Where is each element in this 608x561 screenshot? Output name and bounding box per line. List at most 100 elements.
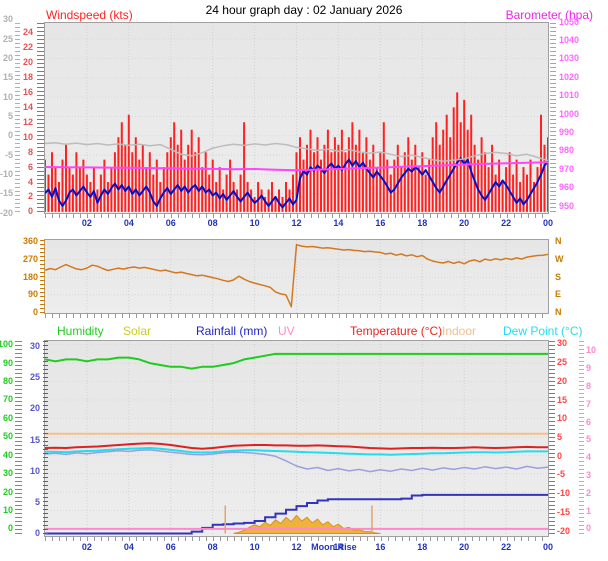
x-axis-label: 22 [501, 218, 512, 228]
hum-axis-label: 40 [2, 449, 13, 460]
baro-axis-label: 960 [559, 182, 575, 193]
gray-axis-label: 5 [7, 110, 13, 121]
x-axis-label: 06 [165, 218, 176, 228]
wind-axis-label: 0 [27, 206, 33, 217]
rain-axis-label: 30 [29, 341, 40, 352]
temp-tick-strip [549, 341, 555, 536]
rain-axis-label: 5 [34, 496, 40, 507]
x-axis-label: 20 [459, 218, 470, 228]
gray-axis-label: 0 [7, 130, 13, 141]
x-axis-label: 18 [417, 218, 428, 228]
windspeed-axis-title: Windspeed (kts) [46, 8, 133, 22]
barometer-axis-title: Barometer (hpa) [505, 8, 593, 22]
x-axis-label: 04 [123, 218, 134, 228]
rainfall [45, 493, 548, 535]
compass-axis-label: N [555, 236, 562, 247]
compass-axis-label: S [555, 271, 562, 282]
legend-item-temperature-c: Temperature (°C) [350, 324, 443, 338]
dew-point [45, 447, 548, 456]
uv-axis-label: 1 [586, 505, 592, 516]
temp-axis-label: 5 [557, 432, 563, 443]
wind-axis-label: 10 [22, 131, 33, 142]
wind-axis-label: 8 [27, 146, 33, 157]
rain-tick-strip [43, 341, 48, 536]
temperature [45, 442, 548, 450]
legend-item-humidity: Humidity [57, 324, 104, 338]
legend-item-indoor: Indoor [442, 324, 477, 338]
baro-axis-label: 1020 [559, 71, 580, 82]
windspeed-barometer-plot [44, 22, 549, 214]
hum-axis-label: 20 [2, 486, 13, 497]
hum-axis-label: 70 [2, 394, 13, 405]
rain-axis-label: 10 [29, 465, 40, 476]
solar [233, 514, 381, 534]
gray-axis-label: -15 [0, 188, 13, 199]
x-axis-label: 18 [417, 542, 428, 552]
baro-axis-label: 1030 [559, 53, 580, 64]
x-axis-label: 00 [542, 542, 553, 552]
baro-axis-label: 970 [559, 163, 575, 174]
dir-chart-canvas [45, 240, 548, 313]
wind-axis-label: 24 [22, 27, 33, 38]
temp-axis-label: -10 [557, 488, 571, 499]
deg-axis-label: 0 [32, 307, 38, 318]
hum-axis-label: 60 [2, 412, 13, 423]
page-title: 24 hour graph day : 02 January 2026 [205, 3, 403, 17]
wind-axis-label: 12 [22, 116, 33, 127]
wind-axis-label: 22 [22, 42, 33, 53]
temp-axis-label: 0 [557, 450, 563, 461]
temp-axis-label: -5 [557, 469, 566, 480]
legend-item-dew-point-c: Dew Point (°C) [503, 324, 583, 338]
legend-item-rainfall-mm: Rainfall (mm) [196, 324, 268, 338]
baro-tick-strip [550, 23, 556, 213]
x-axis-label: 12 [291, 542, 302, 552]
uv-axis-label: 5 [586, 434, 592, 445]
gray-tick-strip [15, 23, 20, 213]
x-axis-label: 08 [207, 218, 218, 228]
wind-axis-label: 18 [22, 71, 33, 82]
wind-tick-strip [37, 23, 44, 213]
dir-x-tick-strip [45, 314, 548, 318]
compass-axis-label: N [555, 307, 562, 318]
baro-axis-label: 980 [559, 145, 575, 156]
rain-axis-label: 20 [29, 403, 40, 414]
gray-axis-label: 20 [2, 53, 13, 64]
hum-axis-label: 80 [2, 376, 13, 387]
multi-chart-canvas [45, 341, 548, 536]
wind-axis-label: 2 [27, 191, 33, 202]
temp-axis-label: -15 [557, 506, 571, 517]
hum-tick-strip [15, 341, 22, 536]
x-axis-label: 12 [291, 218, 302, 228]
multi-x-tick-strip [45, 537, 548, 541]
uv-axis-label: 4 [586, 452, 592, 463]
gray-axis-label: -5 [4, 149, 13, 160]
gray-axis-label: 15 [2, 72, 13, 83]
rain-axis-label: 25 [29, 372, 40, 383]
uv-axis-label: 3 [586, 469, 592, 480]
wind-axis-label: 14 [22, 101, 33, 112]
baro-axis-label: 1010 [559, 90, 580, 101]
uv-axis-label: 2 [586, 487, 592, 498]
gray-axis-label: -20 [0, 207, 13, 218]
x-axis-label: 20 [459, 542, 470, 552]
wind-chart-canvas [45, 23, 548, 213]
wind-direction-plot [44, 239, 549, 314]
x-axis-label: 02 [81, 218, 92, 228]
compass-axis-label: E [555, 289, 562, 300]
compass-axis-label: W [555, 253, 564, 264]
x-axis-label: 04 [123, 542, 134, 552]
x-axis-label: 22 [501, 542, 512, 552]
x-axis-label: 06 [165, 542, 176, 552]
temp-axis-label: 30 [557, 338, 568, 349]
temp-axis-label: 20 [557, 375, 568, 386]
wind-axis-label: 4 [27, 176, 33, 187]
legend-item-uv: UV [278, 324, 295, 338]
x-axis-label: 14 [333, 542, 344, 552]
rain-axis-label: 0 [34, 528, 40, 538]
barometer [45, 161, 548, 172]
x-axis-label: 16 [375, 542, 386, 552]
x-axis-label: 10 [249, 542, 260, 552]
gray-axis-label: -10 [0, 168, 13, 179]
uv-axis-label: 9 [586, 363, 592, 374]
